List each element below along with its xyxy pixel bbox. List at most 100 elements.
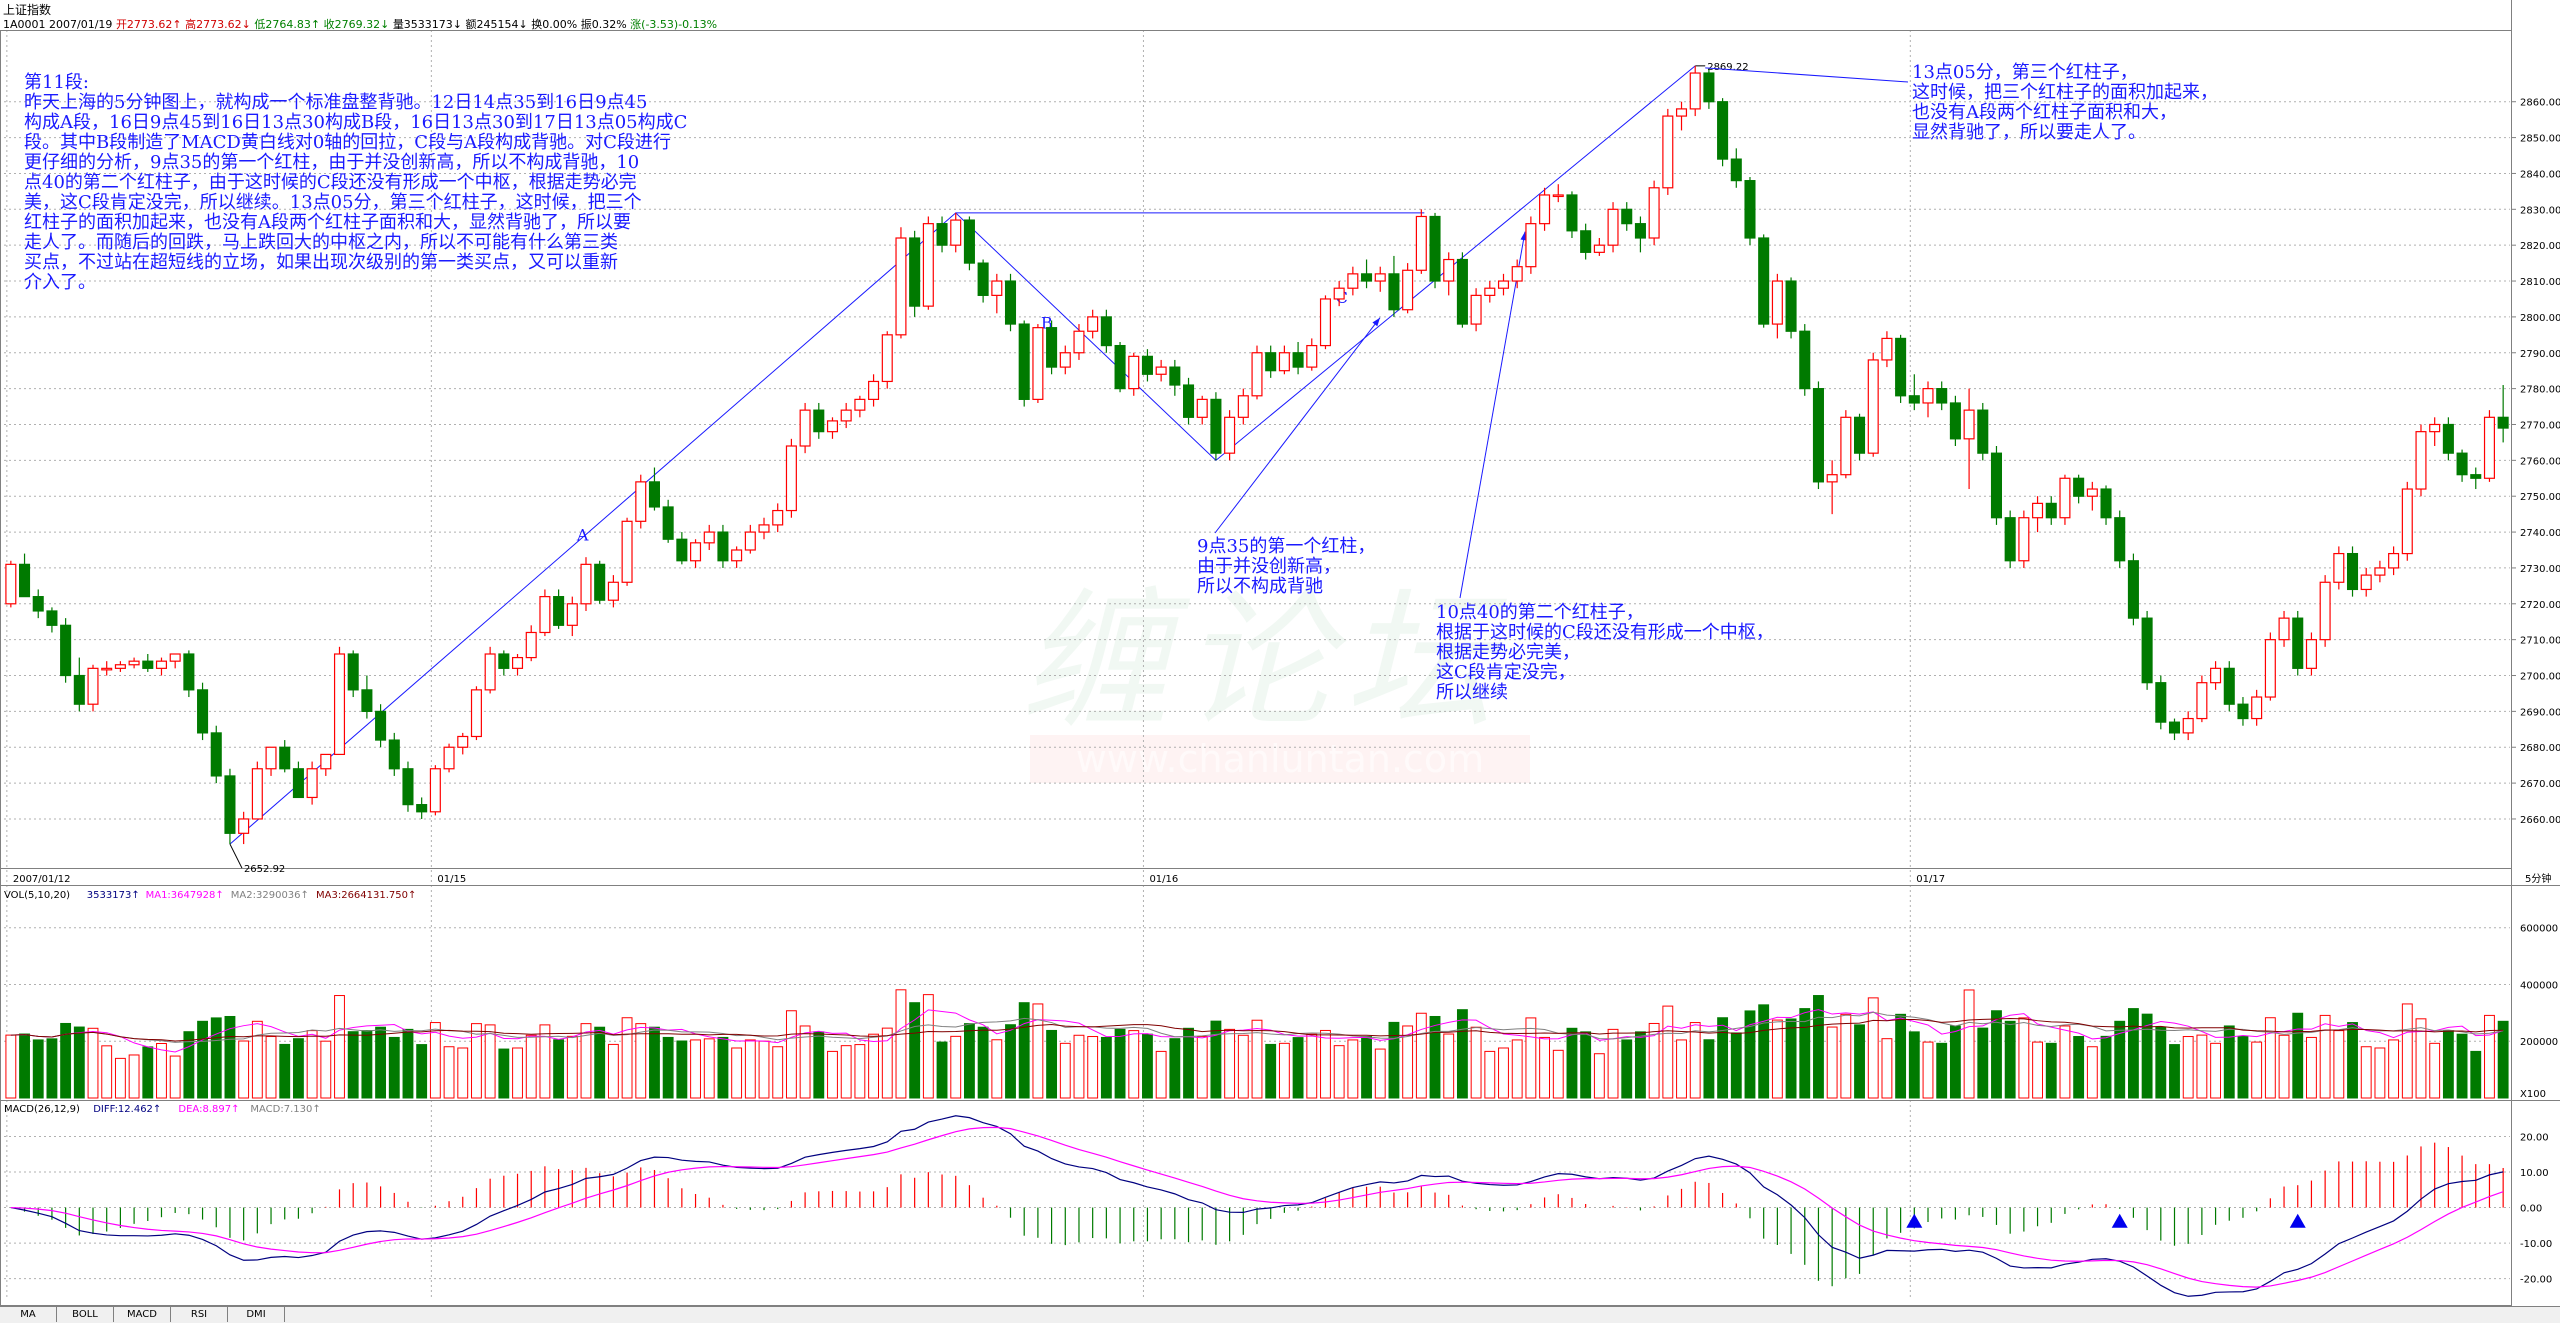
candle: [2497, 416, 2509, 429]
volume-bar: [2429, 1042, 2441, 1099]
candle: [73, 674, 85, 705]
candle: [306, 768, 318, 799]
index-code: 1A0001: [3, 18, 46, 31]
volume-bar: [2182, 1036, 2194, 1099]
volume-bar: [1662, 1005, 1674, 1099]
volume-bar: [1511, 1039, 1523, 1099]
volume-bar: [2456, 1033, 2468, 1099]
volume-bar: [1593, 1053, 1605, 1099]
candle: [1237, 395, 1249, 418]
candle: [950, 219, 962, 246]
candle: [2182, 717, 2194, 734]
volume-bar: [2169, 1044, 2180, 1099]
volume-bar: [785, 1010, 797, 1099]
candle: [2059, 477, 2071, 519]
price-tick-label: 2820.00: [2520, 241, 2560, 252]
date-tick-label: 2007/01/12: [13, 874, 71, 885]
volume-bar: [2141, 1013, 2153, 1099]
candle: [1675, 108, 1688, 117]
macd-tick-label: 0.00: [2520, 1204, 2542, 1215]
candle: [580, 563, 592, 605]
volume-bar: [607, 1043, 619, 1099]
volume-bar: [2032, 1041, 2043, 1099]
candle: [1936, 388, 1948, 404]
high-value-label: 2869.22: [1707, 62, 1748, 73]
volume-bar: [224, 1015, 236, 1099]
volume-bar: [402, 1028, 414, 1099]
candle: [1470, 294, 1482, 325]
candle: [1703, 72, 1715, 103]
candle: [2223, 667, 2235, 705]
volume-bar: [758, 1040, 770, 1099]
volume-bar: [238, 1040, 250, 1099]
candle: [2045, 502, 2057, 519]
volume-bar: [909, 1002, 921, 1099]
price-tick-label: 2720.00: [2520, 600, 2560, 611]
candle: [2319, 581, 2331, 641]
candle: [1771, 280, 1783, 325]
candle: [1867, 359, 1879, 454]
candle: [292, 768, 304, 799]
candle: [87, 667, 99, 705]
tab-rsi[interactable]: RSI: [171, 1307, 228, 1322]
candle: [2032, 502, 2044, 519]
turnover-value: 换0.00%: [531, 18, 578, 31]
candle: [2442, 423, 2454, 454]
price-tick-label: 2700.00: [2520, 672, 2560, 683]
note-first-red-bar: 9点35的第一个红柱， 由于并没创新高， 所以不构成背驰: [1197, 536, 1376, 597]
candle: [251, 768, 263, 820]
tab-ma[interactable]: MA: [0, 1307, 57, 1322]
tab-boll[interactable]: BOLL: [57, 1307, 114, 1322]
candle: [881, 334, 893, 383]
candle: [347, 653, 359, 691]
volume-bar: [1936, 1042, 1948, 1099]
volume-bar: [868, 1033, 879, 1099]
volume-bar: [950, 1035, 962, 1099]
candle: [1525, 223, 1537, 268]
volume-bar: [676, 1040, 688, 1099]
volume-bar: [744, 1039, 756, 1099]
candle: [1785, 280, 1797, 332]
macd-tick-label: -10.00: [2520, 1239, 2552, 1250]
candle: [1032, 327, 1044, 400]
volume-bar: [1224, 1028, 1236, 1099]
candle: [484, 653, 496, 691]
volume-bar: [1552, 1049, 1564, 1099]
volume-bar: [2114, 1020, 2126, 1099]
candle: [2086, 488, 2098, 497]
candle: [388, 739, 400, 770]
price-tick-label: 2660.00: [2520, 815, 2560, 826]
volume-bar: [2210, 1042, 2222, 1099]
macd-legend-series-label: MACD:7.130↑: [250, 1104, 320, 1115]
volume-bar: [1689, 1022, 1701, 1099]
indicator-tabs: MA BOLL MACD RSI DMI: [0, 1306, 2560, 1323]
candle: [1196, 398, 1208, 418]
tab-dmi[interactable]: DMI: [228, 1307, 285, 1322]
volume-bar: [443, 1046, 455, 1099]
volume-bar: [1388, 1021, 1400, 1099]
volume-bar: [1730, 1032, 1742, 1099]
volume-bar: [1498, 1047, 1509, 1099]
volume-unit-label: X100: [2520, 1089, 2546, 1100]
volume-bar: [1607, 1028, 1619, 1099]
volume-bar: [717, 1036, 729, 1099]
diff-line: [10, 1115, 2504, 1297]
volume-bar: [1484, 1050, 1496, 1099]
volume-bar: [183, 1031, 195, 1099]
candle: [19, 563, 31, 598]
volume-bar: [649, 1026, 660, 1099]
candle: [1662, 115, 1674, 189]
candle: [785, 445, 797, 512]
date-tick-label: 01/15: [437, 874, 466, 885]
candle: [2374, 567, 2386, 576]
candle: [1758, 237, 1770, 325]
price-tick-label: 2670.00: [2520, 779, 2560, 790]
candle: [1826, 474, 1838, 483]
tab-macd[interactable]: MACD: [114, 1307, 171, 1322]
candle: [1497, 280, 1510, 289]
volume-bar: [32, 1039, 44, 1099]
candle: [375, 710, 387, 741]
volume-bar: [1429, 1015, 1441, 1099]
volume-bar: [772, 1046, 784, 1099]
candle: [566, 603, 578, 626]
